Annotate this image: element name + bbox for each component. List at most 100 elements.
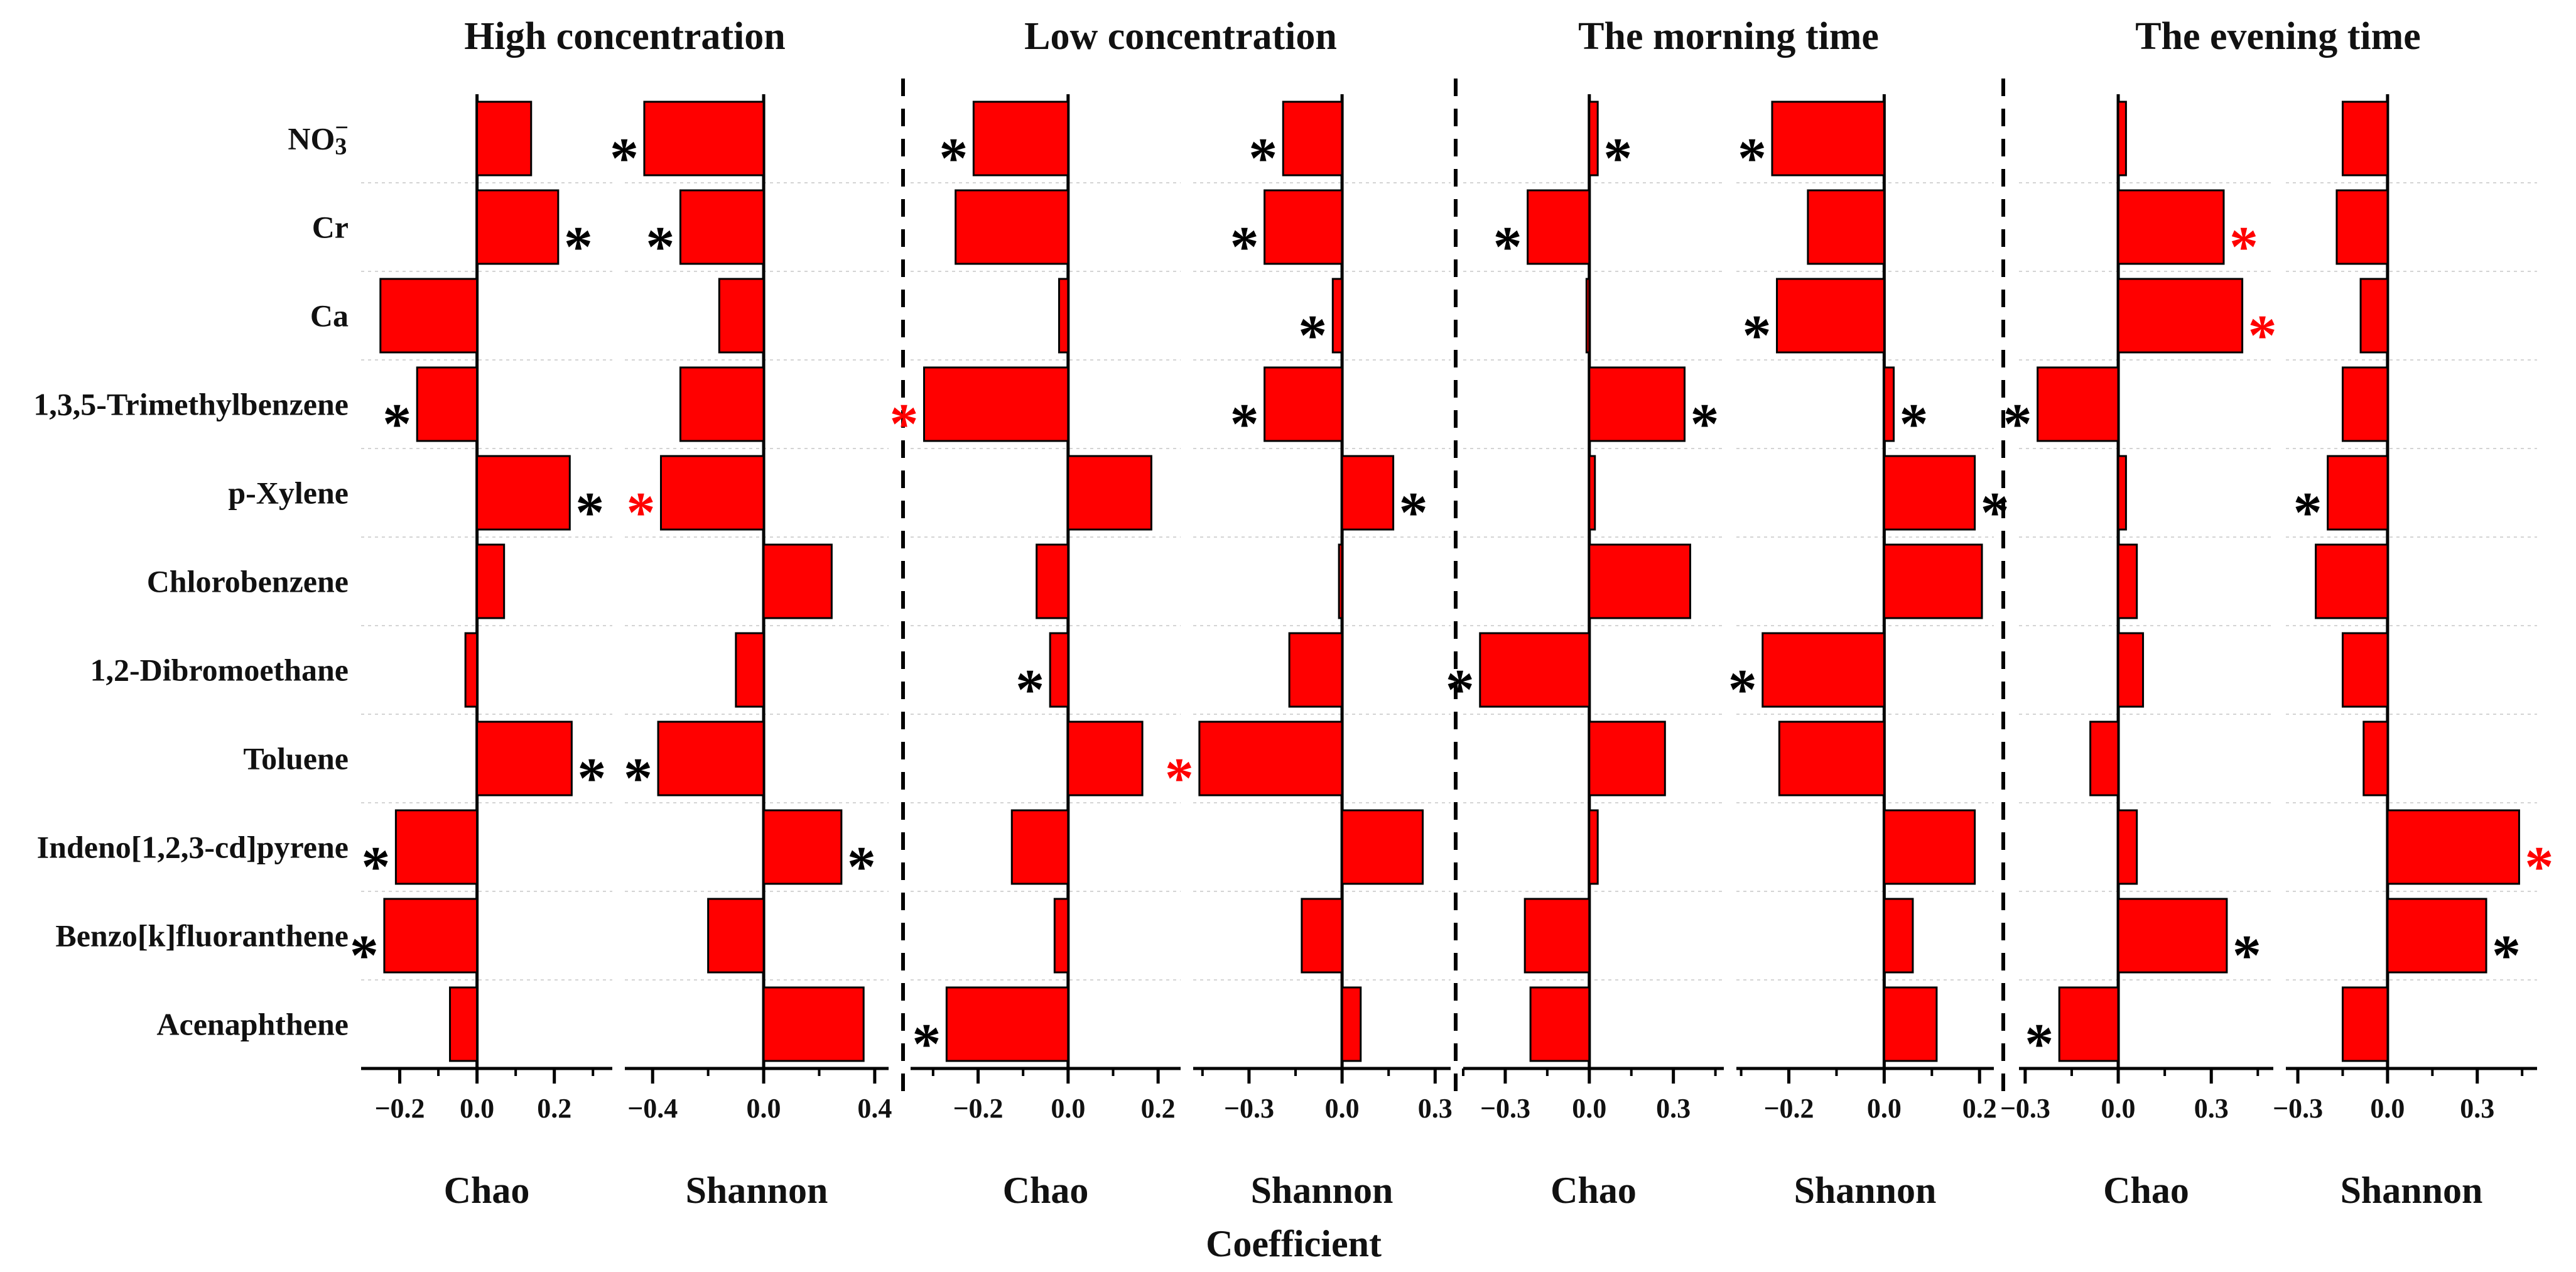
row-label-1: Cr [312, 210, 349, 245]
panel-label: Chao [2103, 1170, 2189, 1211]
x-tick-label: 0.3 [2194, 1093, 2229, 1124]
group-title-0: High concentration [464, 15, 785, 58]
panel-label: Shannon [686, 1170, 828, 1211]
significance-star-0: * [1603, 126, 1632, 190]
bar-3 [1588, 366, 1686, 442]
bar-9 [2117, 898, 2228, 974]
bar-4 [2117, 455, 2127, 531]
significance-star-6: * [1728, 658, 1757, 722]
bar-3 [1264, 366, 1343, 442]
significance-star-7: * [577, 746, 606, 810]
group-title-1: Low concentration [1024, 15, 1337, 58]
panel-label: Chao [444, 1170, 530, 1211]
bar-10 [945, 986, 1069, 1062]
bar-4 [1341, 455, 1395, 531]
x-tick-label: 0.3 [2460, 1093, 2494, 1124]
significance-star-0: * [610, 126, 639, 190]
bar-9 [1053, 898, 1069, 974]
significance-star-7: * [624, 746, 652, 810]
bar-6 [2117, 632, 2145, 708]
bar-1 [2117, 189, 2225, 265]
bar-0 [1588, 101, 1599, 177]
bar-10 [1529, 986, 1591, 1062]
x-tick-label: 0.0 [1051, 1093, 1085, 1124]
significance-star-0: * [1248, 126, 1277, 190]
group-titles: High concentration Low concentration The m… [464, 15, 2421, 58]
bar-7 [1778, 720, 1885, 796]
bar-9 [1523, 898, 1591, 974]
x-tick-label: 0.0 [2370, 1093, 2405, 1124]
bar-0 [1771, 101, 1885, 177]
bar-8 [1883, 809, 1976, 885]
panel-label: Shannon [2341, 1170, 2483, 1211]
panel-the-evening-time-chao: * * * * * −0.3 0.0 0.3 Chao [2000, 94, 2277, 1211]
bar-3 [2037, 366, 2119, 442]
bar-0 [972, 101, 1069, 177]
significance-star-4: * [1981, 481, 2010, 545]
bar-4 [1067, 455, 1152, 531]
bar-10 [1883, 986, 1938, 1062]
bar-0 [2341, 101, 2389, 177]
x-tick-label: 0.0 [460, 1093, 494, 1124]
significance-star-4: * [626, 481, 655, 545]
bar-1 [476, 189, 560, 265]
significance-star-2: * [1298, 303, 1327, 367]
significance-star-1: * [2229, 215, 2258, 279]
bar-2 [718, 278, 765, 354]
panel-the-morning-time-chao: * * * * −0.3 0.0 0.3 Chao [1446, 94, 1724, 1211]
significance-star-2: * [1743, 303, 1772, 367]
x-tick-label: −0.2 [374, 1093, 425, 1124]
bar-2 [2359, 278, 2389, 354]
bar-6 [1288, 632, 1343, 708]
bar-4 [1588, 455, 1596, 531]
bar-2 [1331, 278, 1343, 354]
x-tick-label: −0.2 [1763, 1093, 1814, 1124]
bar-8 [1341, 809, 1424, 885]
bar-9 [1301, 898, 1343, 974]
x-tick-label: 0.4 [857, 1093, 892, 1124]
significance-star-6: * [1446, 658, 1475, 722]
x-tick-label: −0.3 [2000, 1093, 2050, 1124]
x-tick-label: 0.3 [1418, 1093, 1453, 1124]
panel-low-concentration-shannon: * * * * * * −0.3 0.0 0.3 Shannon [1165, 94, 1453, 1211]
row-label-2: Ca [310, 298, 349, 334]
significance-star-3: * [382, 392, 411, 456]
grid-layer [361, 182, 2537, 981]
row-labels: NO3− Cr Ca 1,3,5-Trimethylbenzene p-Xylene Ch… [33, 115, 349, 1042]
bar-3 [2341, 366, 2389, 442]
bar-6 [2341, 632, 2389, 708]
bar-5 [1338, 543, 1343, 619]
x-tick-label: 0.2 [537, 1093, 571, 1124]
row-label-3: 1,3,5-Trimethylbenzene [33, 387, 349, 422]
significance-star-8: * [847, 835, 876, 899]
x-axis-title: Coefficient [1206, 1223, 1382, 1264]
x-tick-label: −0.4 [627, 1093, 678, 1124]
bar-1 [2335, 189, 2389, 265]
significance-star-0: * [1738, 126, 1767, 190]
bar-0 [1282, 101, 1343, 177]
x-tick-label: −0.3 [1480, 1093, 1530, 1124]
bar-8 [394, 809, 479, 885]
significance-star-4: * [575, 481, 604, 545]
bar-7 [657, 720, 765, 796]
x-tick-label: 0.2 [1141, 1093, 1176, 1124]
bar-9 [707, 898, 765, 974]
bar-2 [379, 278, 479, 354]
x-tick-label: 0.0 [2101, 1093, 2136, 1124]
x-tick-label: −0.3 [1224, 1093, 1274, 1124]
significance-star-1: * [1230, 215, 1259, 279]
bar-5 [1036, 543, 1069, 619]
bar-4 [2327, 455, 2389, 531]
significance-star-2: * [2248, 303, 2277, 367]
panel-label: Chao [1550, 1170, 1637, 1211]
bar-10 [449, 986, 479, 1062]
bar-1 [1264, 189, 1343, 265]
bar-5 [1588, 543, 1691, 619]
significance-star-3: * [1230, 392, 1259, 456]
bar-0 [643, 101, 765, 177]
bar-2 [1776, 278, 1885, 354]
group-title-2: The morning time [1578, 15, 1879, 58]
significance-star-9: * [350, 923, 379, 987]
